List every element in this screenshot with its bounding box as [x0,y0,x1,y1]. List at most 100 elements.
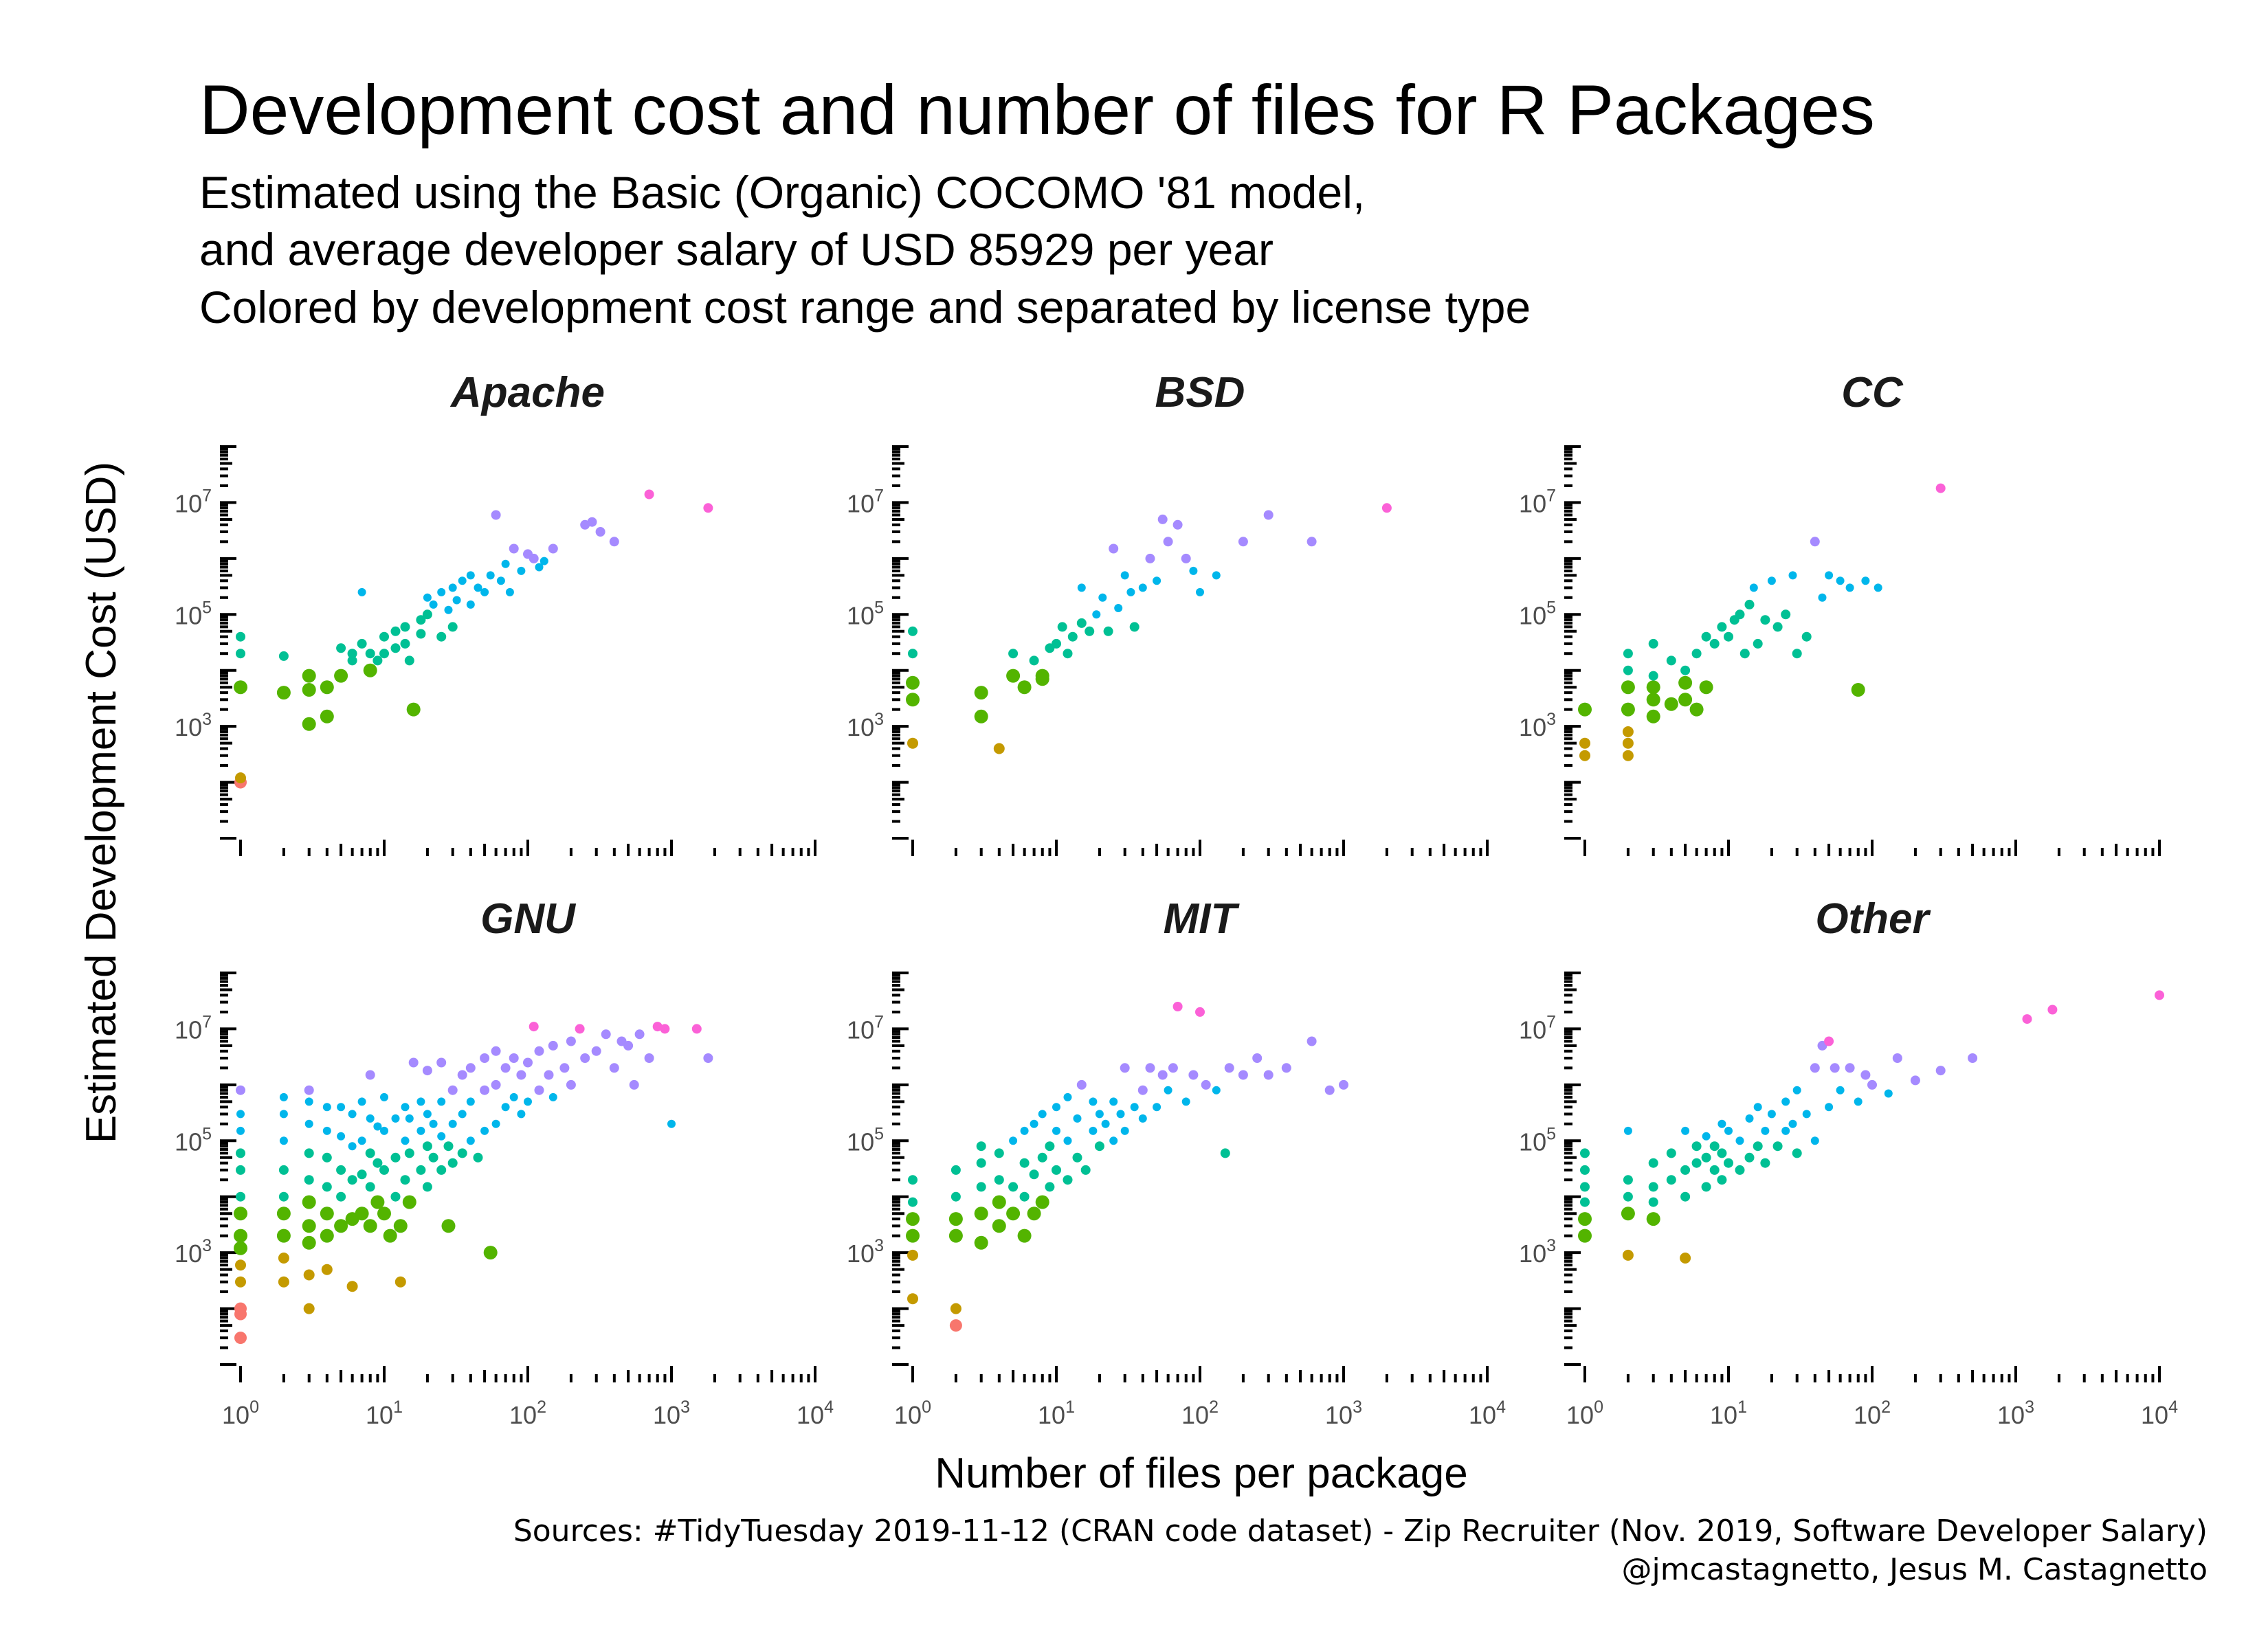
panel-cc: CC 103 105 107 [1519,369,2161,856]
data-point [236,1110,245,1119]
data-point [1029,1169,1039,1180]
data-point [1163,537,1173,547]
data-point [1724,1126,1733,1135]
data-point [950,1165,961,1175]
data-point [365,649,375,659]
panel-strip-label-apache: Apache [449,369,605,416]
data-point [400,622,410,632]
data-point [1860,1070,1871,1080]
data-point [1263,510,1274,520]
data-point [436,631,447,642]
data-point [1623,1191,1633,1202]
data-point [976,1141,986,1152]
data-point [509,1092,518,1101]
data-point [377,1207,391,1221]
data-point [429,1119,438,1128]
data-point [390,643,401,653]
data-point [587,517,597,527]
data-point [416,1097,425,1106]
y-tick-label: 105 [1519,598,1556,629]
data-point [1745,1114,1754,1123]
data-point [1137,1085,1148,1095]
data-point [1646,709,1660,723]
data-point [1101,1119,1110,1128]
data-point [1680,665,1691,675]
data-point [1063,649,1073,659]
data-point [457,1070,467,1080]
data-point [279,1110,288,1119]
caption-author: @jmcastagnetto, Jesus M. Castagnetto [1622,1552,2208,1587]
panel-strip-label-bsd: BSD [1155,369,1245,416]
data-point [337,1132,346,1141]
data-point [278,1191,289,1202]
data-point [1622,737,1634,749]
data-point [1578,702,1592,717]
panel-gnu: GNU 103 105 107 100 101 102 103 104 [175,895,834,1429]
data-point [529,1022,539,1032]
data-point [994,1148,1004,1158]
data-point [1861,576,1870,585]
data-point [1063,1092,1072,1101]
data-point [1172,519,1183,530]
data-point [1739,649,1750,659]
data-point [1622,1249,1634,1261]
data-point [465,1063,476,1073]
data-point [304,1119,313,1128]
data-point [1120,1063,1130,1073]
data-point [390,1191,401,1202]
data-point [357,1169,367,1180]
data-point [591,1046,601,1056]
data-point [1830,1063,1840,1073]
data-point [1792,1148,1802,1158]
data-point [1753,1103,1762,1112]
data-point [447,1158,458,1168]
data-point [373,1158,383,1168]
data-point [908,1175,918,1185]
x-tick-label: 103 [1325,1398,1362,1429]
x-tick-label: 104 [2141,1398,2178,1429]
data-point [907,737,918,749]
data-point [302,669,316,683]
data-point [974,686,988,700]
data-point [379,649,389,659]
data-point [1824,1036,1834,1046]
data-point [1045,1182,1055,1192]
data-point [1760,1158,1770,1168]
data-point [1017,1229,1032,1243]
data-point [950,1303,961,1314]
data-point [1753,638,1763,649]
data-point [337,1103,346,1112]
x-tick-label: 101 [1038,1398,1075,1429]
data-point [235,1276,246,1288]
data-point [948,1212,963,1226]
data-point [1851,683,1865,697]
data-point [302,1235,316,1250]
data-point [948,1229,963,1243]
data-point [357,638,367,649]
data-point [1324,1085,1335,1095]
data-point [486,571,495,580]
data-point [1767,1110,1776,1119]
chart-subtitle-line-2: and average developer salary of USD 8592… [199,224,1274,275]
data-point [448,1119,457,1128]
y-tick-label: 107 [1519,1012,1556,1044]
data-point [416,615,426,625]
data-point [1735,609,1745,620]
data-point [1580,1148,1590,1158]
data-point [466,600,475,609]
x-tick-label: 102 [509,1398,546,1429]
data-point [1063,1175,1073,1185]
data-point [644,489,654,500]
data-point [1027,1207,1041,1221]
data-point [1717,622,1727,632]
data-point [509,543,519,554]
data-point [1664,697,1678,711]
data-point [523,1057,533,1068]
data-point [1646,1212,1660,1226]
data-point [457,1148,467,1158]
data-point [1701,1182,1711,1192]
data-point [974,709,988,723]
data-point [491,510,501,520]
data-point [321,1264,333,1275]
data-point [1052,1165,1061,1175]
